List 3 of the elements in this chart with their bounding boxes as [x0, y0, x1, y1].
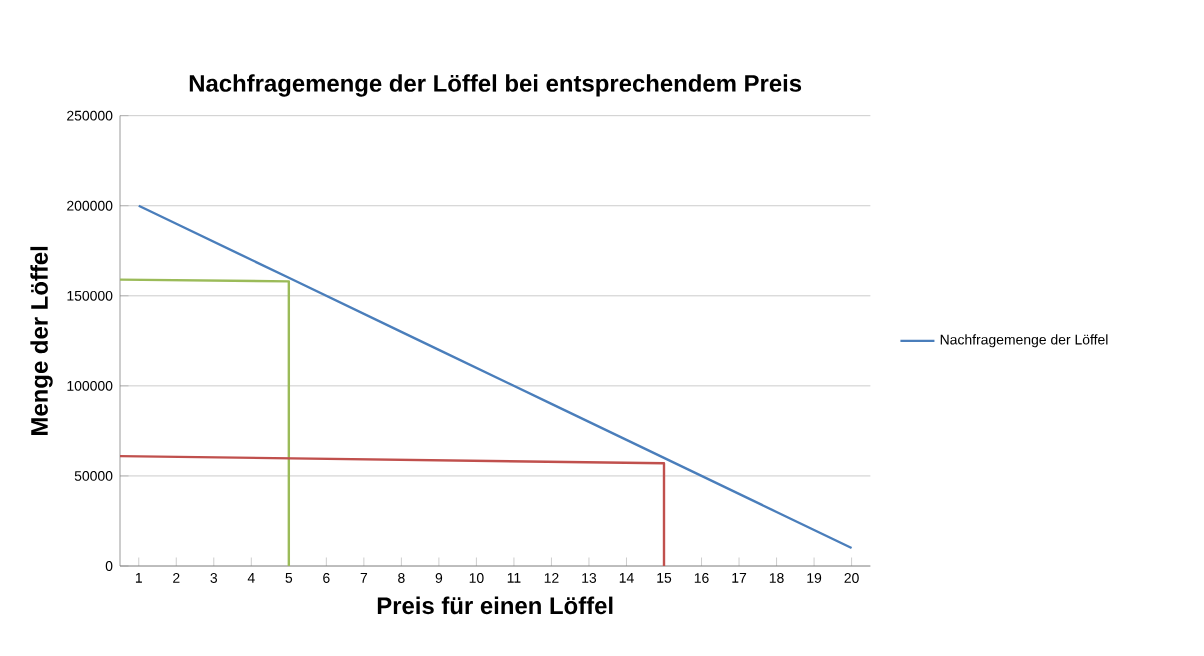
x-axis-title: Preis für einen Löffel: [377, 596, 613, 615]
chart-title: Nachfragemenge der Löffel bei entsprechendem Preis: [189, 74, 802, 97]
y-axis-title: Menge der Löffel: [30, 246, 53, 435]
